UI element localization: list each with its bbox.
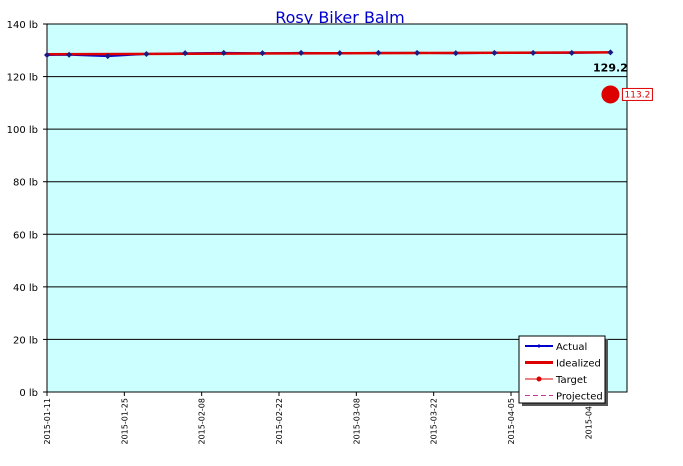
x-tick-label: 2015-02-08 <box>198 398 207 445</box>
x-tick-label: 2015-03-22 <box>430 398 439 445</box>
legend-label: Target <box>555 375 587 386</box>
latest-value-label: 129.2 <box>593 61 628 74</box>
annotation-layer: 129.2 113.2 <box>593 61 653 101</box>
actual-point <box>491 49 498 56</box>
x-tick-label: 2015-04-05 <box>507 398 516 445</box>
x-axis-ticks: 2015-01-11 2015-01-25 2015-02-08 2015-02-22… <box>43 392 593 445</box>
actual-point <box>452 50 459 57</box>
target-value-label: 113.2 <box>625 90 651 100</box>
actual-point <box>530 49 537 56</box>
actual-point <box>607 49 614 56</box>
actual-point <box>336 50 343 57</box>
actual-point <box>66 51 73 58</box>
actual-point <box>259 50 266 57</box>
y-tick-label: 100 lb <box>7 125 38 136</box>
legend-marker-actual <box>537 344 541 348</box>
actual-point <box>414 49 421 56</box>
actual-point <box>44 52 50 59</box>
y-tick-label: 140 lb <box>7 20 38 31</box>
plot-background <box>46 23 628 393</box>
grid-lines <box>47 76 627 340</box>
legend-label: Actual <box>556 342 587 353</box>
y-tick-label: 20 lb <box>13 335 38 346</box>
actual-point <box>298 49 305 56</box>
x-tick-label: 2015-03-08 <box>352 398 361 445</box>
actual-point <box>104 53 111 60</box>
y-tick-label: 120 lb <box>7 73 38 84</box>
actual-point <box>182 50 189 57</box>
actual-point <box>220 49 227 56</box>
y-tick-label: 40 lb <box>13 283 38 294</box>
legend-box <box>518 335 606 404</box>
x-tick-label: 2015-01-25 <box>120 398 129 445</box>
series-idealized-line <box>46 51 611 56</box>
legend-label: Idealized <box>556 359 601 370</box>
target-point <box>601 85 620 104</box>
actual-point <box>143 50 150 57</box>
legend-marker-target <box>536 376 542 382</box>
target-value-box <box>621 87 653 101</box>
x-tick-label: 2015-02-22 <box>275 398 284 445</box>
y-axis-ticks: 0 lb 20 lb 40 lb 60 lb 80 lb 100 lb 120 lb 140 … <box>7 20 47 399</box>
x-tick-label: 2015-04-1 <box>584 398 593 439</box>
legend: Actual Idealized Target Projected <box>518 335 608 406</box>
y-tick-label: 60 lb <box>13 230 38 241</box>
y-tick-label: 0 lb <box>19 388 38 399</box>
chart-title: Rosy Biker Balm <box>275 8 405 27</box>
series-layer <box>44 49 620 104</box>
y-tick-label: 80 lb <box>13 178 38 189</box>
actual-point <box>375 49 382 56</box>
legend-label: Projected <box>556 392 603 403</box>
actual-point <box>568 49 575 56</box>
x-tick-label: 2015-01-11 <box>43 398 52 445</box>
